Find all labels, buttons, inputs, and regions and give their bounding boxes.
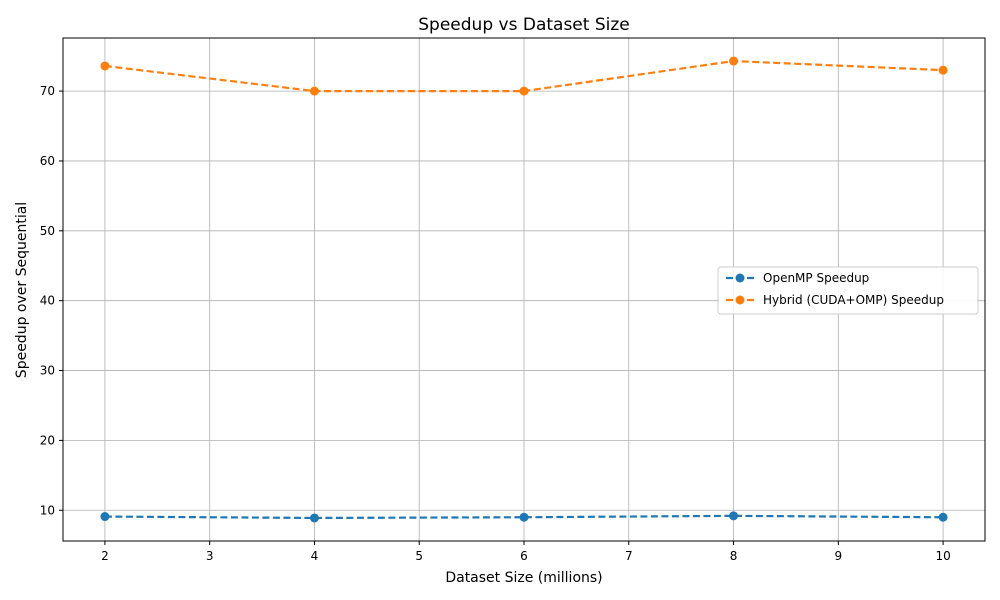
series-line-0 [104,514,944,520]
y-tick-label: 60 [40,154,55,168]
x-tick-label: 8 [730,549,738,563]
data-point [519,512,529,522]
x-tick-label: 5 [415,549,423,563]
legend-marker [735,273,745,283]
data-point [938,512,948,522]
legend-label: OpenMP Speedup [763,271,869,285]
y-tick-label: 50 [40,224,55,238]
x-tick-label: 4 [311,549,319,563]
data-point [729,511,739,521]
legend: OpenMP Speedup Hybrid (CUDA+OMP) Speedup [717,266,979,315]
x-axis-label: Dataset Size (millions) [445,570,602,586]
data-point [309,86,319,96]
data-point [100,61,110,71]
y-tick-label: 10 [40,503,55,517]
legend-box [717,266,979,315]
x-tick-label: 10 [935,549,950,563]
x-tick-label: 2 [101,549,109,563]
data-point [519,86,529,96]
data-point [100,512,110,522]
data-point [938,65,948,75]
y-tick-label: 30 [40,364,55,378]
x-tick-label: 9 [834,549,842,563]
chart-title: Speedup vs Dataset Size [418,15,629,35]
y-tick-label: 20 [40,433,55,447]
y-tick-label: 70 [40,84,55,98]
x-tick-label: 3 [206,549,214,563]
y-tick-label: 40 [40,294,55,308]
x-tick-label: 6 [520,549,528,563]
data-point [729,56,739,66]
data-point [309,513,319,523]
series-group [100,56,948,523]
legend-marker [735,295,745,305]
legend-label: Hybrid (CUDA+OMP) Speedup [763,293,944,307]
ticks: 2 3 4 5 6 7 8 9 10 10 20 30 40 50 60 70 [40,84,951,563]
y-axis-label: Speedup over Sequential [14,202,30,378]
x-tick-label: 7 [625,549,633,563]
